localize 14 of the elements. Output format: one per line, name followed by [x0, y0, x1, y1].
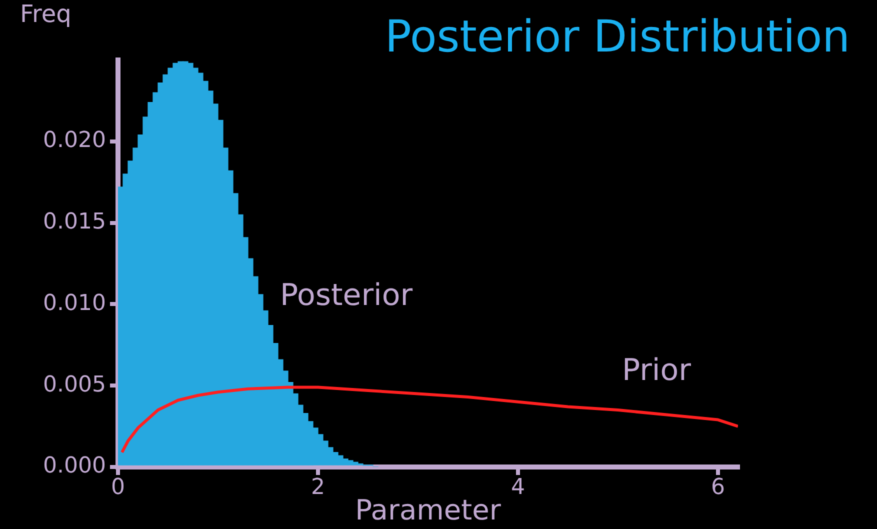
x-tick-label: 2: [311, 474, 325, 500]
y-tick-label: 0.015: [43, 210, 106, 235]
y-tick-label: 0.005: [43, 372, 106, 398]
chart-title: Posterior Distribution: [384, 11, 850, 62]
y-tick-label: 0.000: [43, 454, 106, 479]
y-tick-label: 0.020: [43, 128, 106, 154]
x-axis-title: Parameter: [355, 493, 502, 526]
annotation: Prior: [622, 352, 692, 388]
x-tick-label: 6: [711, 474, 725, 500]
y-tick-label: 0.010: [43, 290, 106, 316]
x-tick-label: 0: [111, 474, 125, 500]
annotation: Posterior: [280, 278, 414, 313]
y-axis-title: Freq: [20, 0, 72, 28]
x-tick-label: 4: [511, 474, 525, 500]
